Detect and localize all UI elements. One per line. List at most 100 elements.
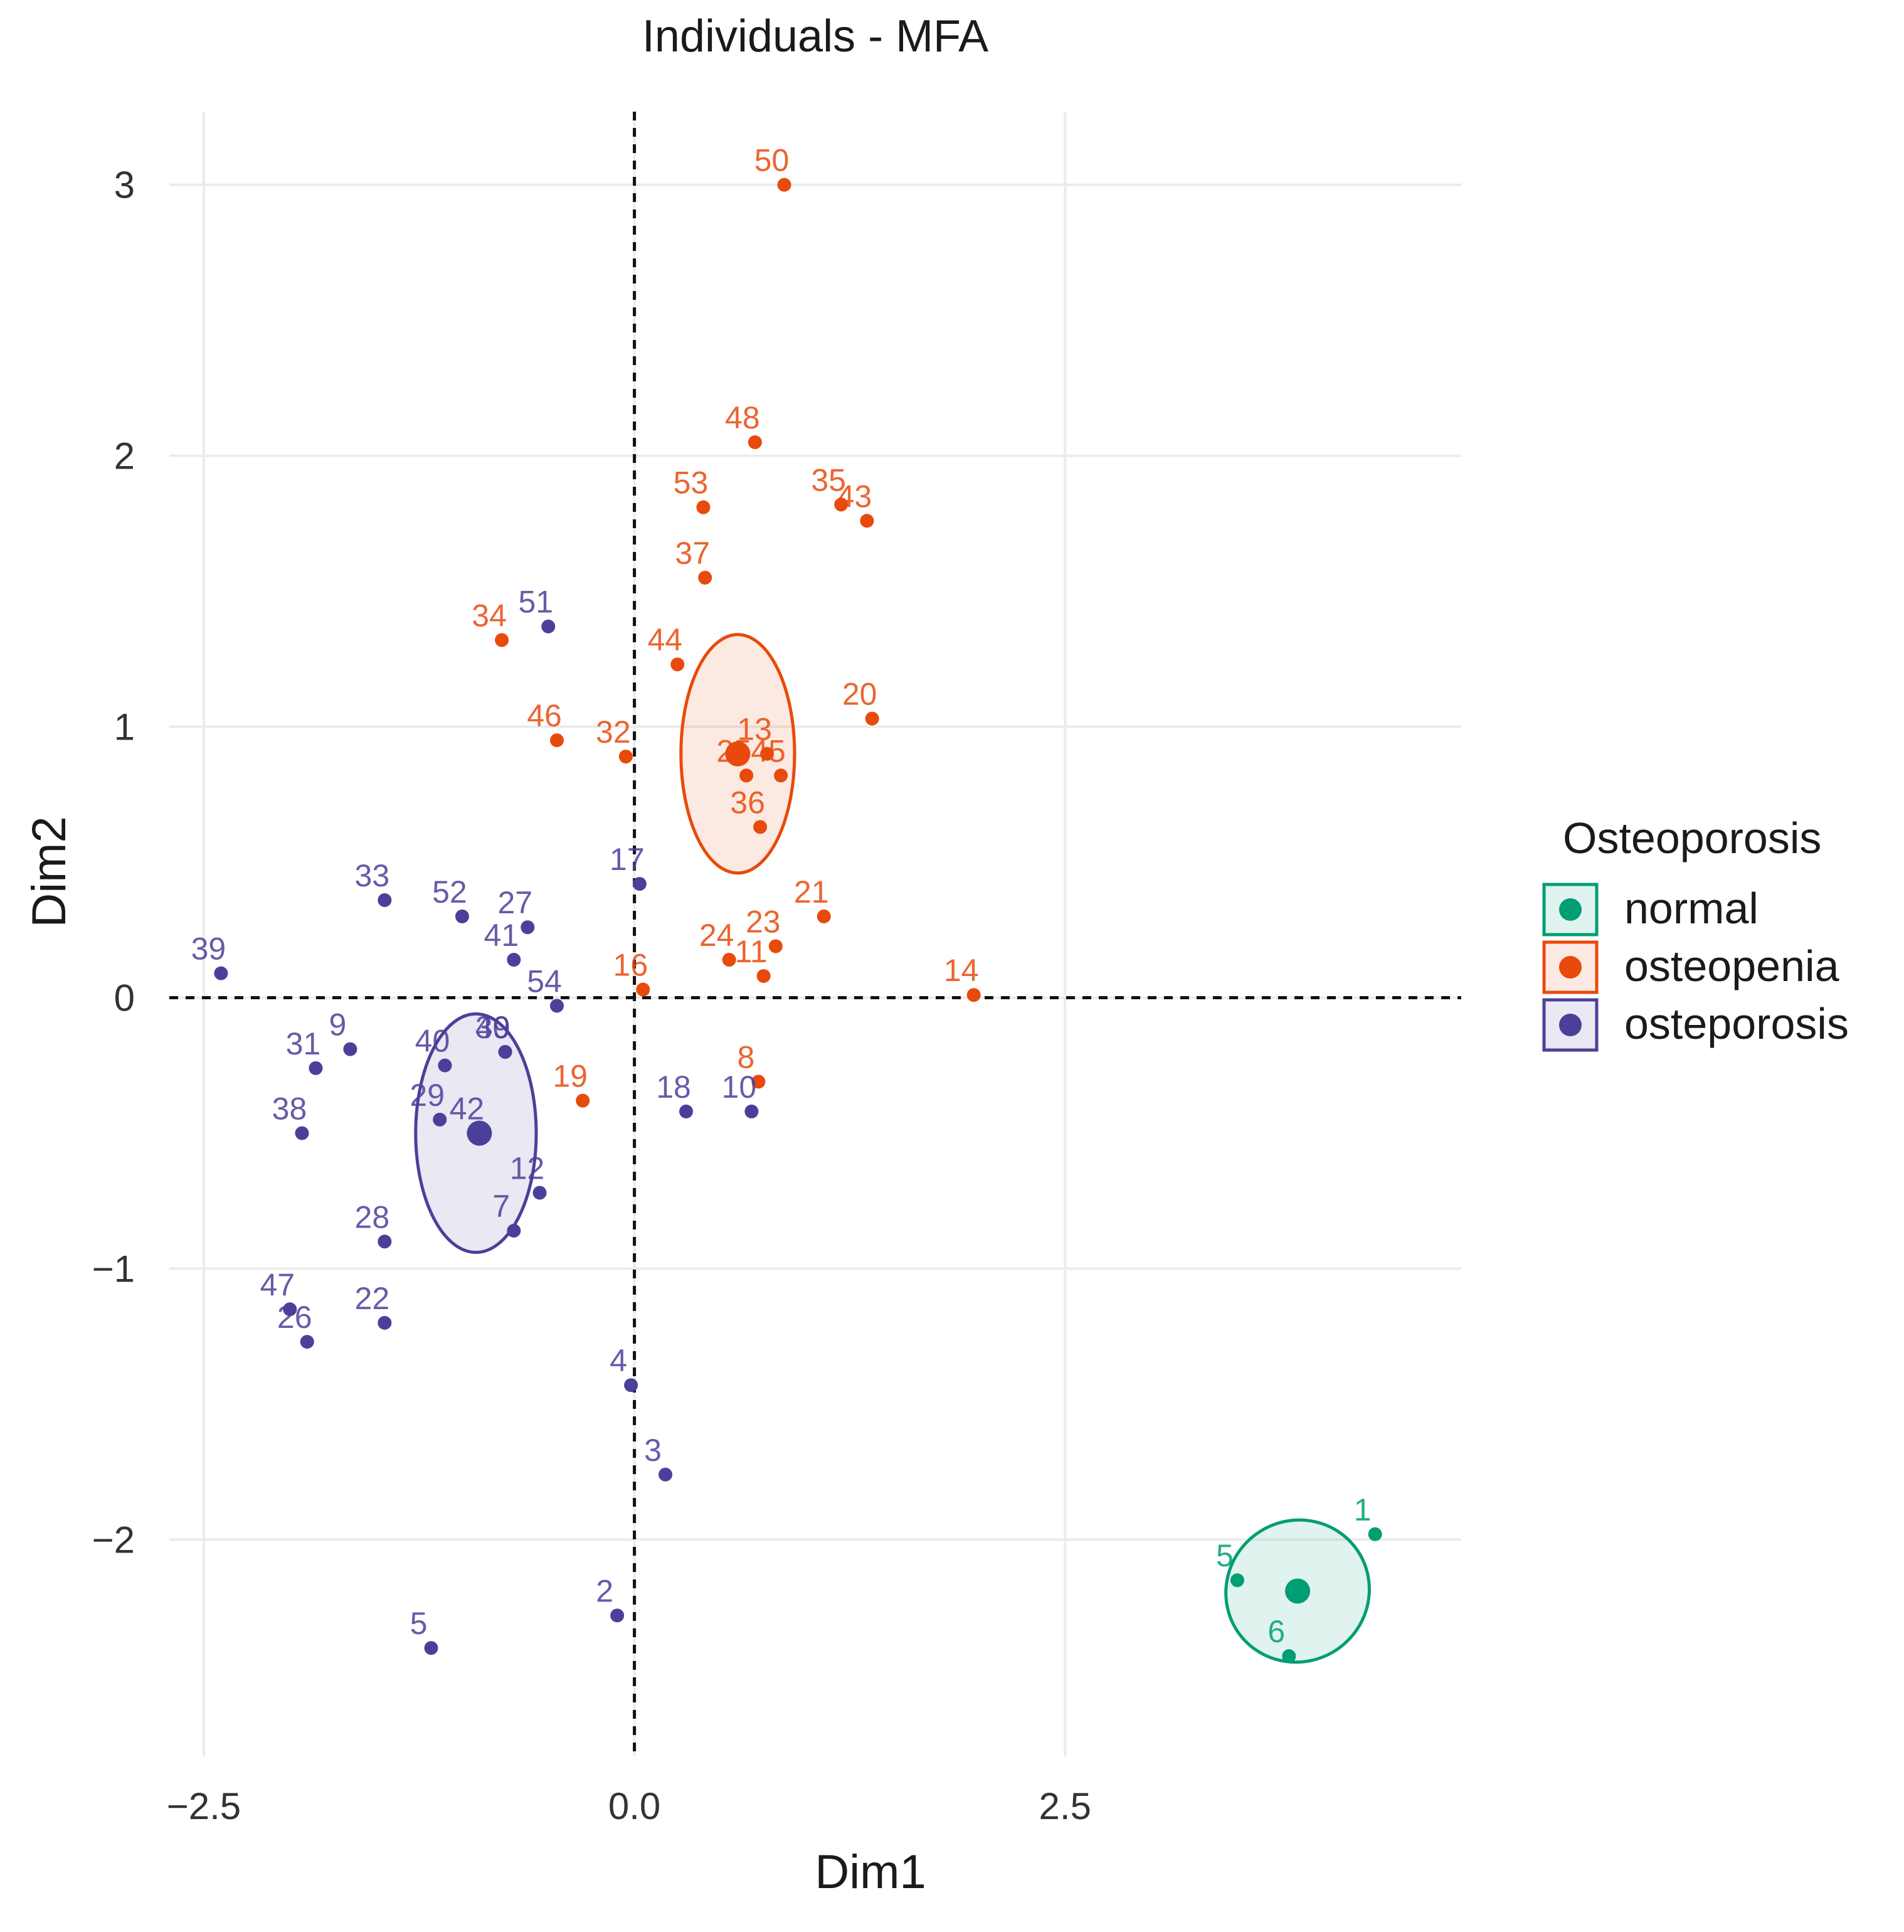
y-tick-label: 3 bbox=[114, 164, 135, 206]
osteopenia-point bbox=[636, 982, 650, 997]
legend-dot-osteporosis bbox=[1559, 1014, 1582, 1036]
osteporosis-point-label: 5 bbox=[410, 1606, 428, 1641]
osteporosis-point-label: 49 bbox=[475, 1010, 510, 1045]
osteporosis-point-label: 22 bbox=[355, 1281, 390, 1316]
osteporosis-point bbox=[309, 1061, 323, 1075]
osteporosis-point bbox=[550, 999, 564, 1013]
osteopenia-point bbox=[774, 768, 788, 783]
legend-key-osteporosis bbox=[1542, 998, 1599, 1052]
osteopenia-point bbox=[753, 820, 768, 834]
osteopenia-point-label: 23 bbox=[746, 904, 781, 939]
osteopenia-point bbox=[834, 497, 849, 512]
osteopenia-point-label: 53 bbox=[674, 465, 709, 501]
osteporosis-point-label: 38 bbox=[272, 1091, 307, 1126]
data-points bbox=[214, 178, 1382, 1664]
osteporosis-point-label: 29 bbox=[410, 1078, 445, 1113]
osteopenia-point bbox=[777, 178, 791, 192]
osteporosis-point bbox=[343, 1042, 357, 1056]
osteporosis-point-label: 47 bbox=[260, 1267, 295, 1302]
osteopenia-point-label: 20 bbox=[842, 677, 877, 712]
osteopenia-point-label: 8 bbox=[737, 1039, 754, 1075]
osteopenia-point bbox=[751, 1075, 766, 1089]
osteporosis-point-label: 40 bbox=[415, 1024, 450, 1059]
grid-lines bbox=[169, 112, 1461, 1756]
x-tick-label: 2.5 bbox=[1039, 1785, 1091, 1827]
osteporosis-point-label: 7 bbox=[492, 1189, 510, 1224]
osteporosis-point-label: 42 bbox=[450, 1091, 485, 1126]
osteporosis-point-label: 27 bbox=[497, 885, 532, 920]
osteporosis-point-label: 54 bbox=[527, 963, 562, 999]
osteopenia-point bbox=[495, 633, 509, 647]
normal-point-label: 6 bbox=[1267, 1614, 1285, 1649]
osteporosis-point bbox=[507, 1223, 521, 1238]
osteporosis-point bbox=[300, 1335, 314, 1349]
osteporosis-point-label: 10 bbox=[722, 1070, 757, 1105]
osteopenia-point bbox=[670, 657, 685, 672]
x-tick-label: −2.5 bbox=[167, 1785, 241, 1827]
osteporosis-point bbox=[624, 1378, 638, 1393]
osteopenia-point bbox=[550, 733, 564, 748]
osteopenia-point-label: 34 bbox=[472, 598, 507, 633]
osteopenia-point-label: 25 bbox=[716, 733, 751, 768]
osteporosis-point bbox=[424, 1641, 438, 1655]
osteporosis-point bbox=[438, 1058, 452, 1073]
y-tick-label: 0 bbox=[114, 977, 135, 1019]
reference-lines bbox=[169, 112, 1461, 1756]
legend-dot-normal bbox=[1559, 898, 1582, 921]
osteopenia-point bbox=[860, 514, 874, 528]
osteopenia-point-label: 43 bbox=[837, 479, 872, 514]
osteporosis-point bbox=[295, 1126, 309, 1140]
normal-point-label: 5 bbox=[1216, 1538, 1234, 1573]
osteporosis-point-label: 52 bbox=[432, 874, 467, 910]
osteporosis-point bbox=[521, 920, 535, 935]
osteopenia-point-label: 48 bbox=[725, 400, 760, 435]
osteporosis-point bbox=[283, 1302, 297, 1317]
osteporosis-point-label: 26 bbox=[277, 1300, 312, 1335]
legend-label-osteopenia: osteopenia bbox=[1624, 942, 1839, 990]
osteopenia-point-label: 24 bbox=[699, 918, 734, 953]
osteporosis-point bbox=[658, 1467, 673, 1482]
normal-point-label: 1 bbox=[1354, 1492, 1372, 1527]
chart-title: Individuals - MFA bbox=[642, 11, 988, 61]
osteporosis-point bbox=[679, 1104, 693, 1118]
osteporosis-centroid bbox=[467, 1120, 492, 1146]
y-tick-label: −1 bbox=[92, 1248, 135, 1290]
osteopenia-point-label: 32 bbox=[596, 714, 631, 750]
osteopenia-point bbox=[817, 909, 831, 923]
osteporosis-point bbox=[433, 1112, 447, 1127]
osteporosis-point bbox=[507, 953, 521, 967]
osteopenia-point bbox=[698, 570, 712, 585]
x-axis-label: Dim1 bbox=[815, 1845, 926, 1899]
y-axis-label: Dim2 bbox=[23, 816, 76, 927]
osteporosis-point-label: 18 bbox=[656, 1070, 691, 1105]
legend-title: Osteoporosis bbox=[1563, 814, 1821, 863]
osteopenia-centroid bbox=[725, 741, 751, 767]
osteporosis-point bbox=[610, 1608, 625, 1623]
osteporosis-point-label: 4 bbox=[610, 1343, 627, 1378]
osteporosis-point-label: 41 bbox=[484, 918, 519, 953]
osteopenia-point-label: 45 bbox=[751, 733, 786, 768]
osteopenia-point bbox=[756, 969, 771, 983]
osteopenia-point-label: 21 bbox=[794, 874, 829, 910]
osteopenia-point-label: 50 bbox=[754, 143, 790, 178]
osteporosis-point-label: 3 bbox=[644, 1433, 662, 1468]
osteporosis-point bbox=[378, 1315, 392, 1330]
osteporosis-point bbox=[632, 877, 647, 891]
osteopenia-point-label: 11 bbox=[735, 934, 768, 969]
y-tick-label: 2 bbox=[114, 435, 135, 477]
osteporosis-point-label: 2 bbox=[596, 1573, 613, 1608]
osteopenia-point bbox=[865, 711, 879, 726]
y-tick-label: −2 bbox=[92, 1519, 135, 1561]
confidence-ellipses bbox=[414, 633, 1371, 1664]
osteporosis-point-label: 51 bbox=[518, 585, 553, 620]
x-tick-label: 0.0 bbox=[608, 1785, 660, 1827]
normal-point bbox=[1282, 1649, 1296, 1664]
osteporosis-point bbox=[455, 909, 469, 923]
osteopenia-point-label: 14 bbox=[944, 953, 979, 988]
y-tick-label: 1 bbox=[114, 706, 135, 748]
osteopenia-point bbox=[618, 750, 633, 764]
osteporosis-point-label: 31 bbox=[286, 1026, 321, 1061]
